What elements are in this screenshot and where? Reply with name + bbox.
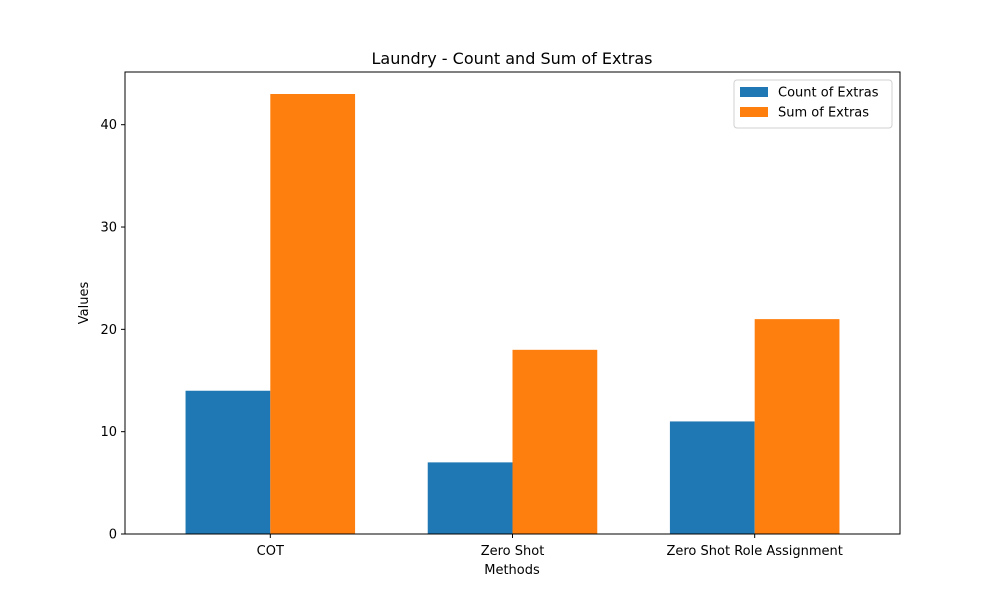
bar-sum-of-extras-0 xyxy=(270,94,356,534)
bar-sum-of-extras-2 xyxy=(754,319,840,534)
legend: Count of Extras Sum of Extras xyxy=(733,79,893,129)
chart-title: Laundry - Count and Sum of Extras xyxy=(372,49,653,68)
x-axis: COT Zero Shot Zero Shot Role Assignment xyxy=(257,534,843,559)
x-tick-label: COT xyxy=(257,544,284,559)
y-tick-label: 0 xyxy=(109,528,117,543)
legend-label: Sum of Extras xyxy=(778,106,869,121)
x-tick-label: Zero Shot Role Assignment xyxy=(666,544,842,559)
legend-box xyxy=(733,79,893,129)
legend-swatch xyxy=(740,107,768,117)
y-tick-label: 20 xyxy=(100,323,117,338)
legend-swatch xyxy=(740,87,768,97)
plot-area xyxy=(124,71,901,535)
y-tick-label: 40 xyxy=(100,118,117,133)
bar-count-of-extras-0 xyxy=(185,390,271,534)
x-axis-label: Methods xyxy=(484,563,540,578)
y-tick-label: 10 xyxy=(100,425,117,440)
y-axis: 0 10 20 30 40 xyxy=(100,118,125,543)
bar-count-of-extras-1 xyxy=(427,462,513,534)
y-tick-label: 30 xyxy=(100,221,117,236)
bar-count-of-extras-2 xyxy=(669,421,755,534)
x-tick-label: Zero Shot xyxy=(481,544,545,559)
y-axis-label: Values xyxy=(77,282,92,325)
legend-label: Count of Extras xyxy=(778,86,879,101)
bar-sum-of-extras-1 xyxy=(512,349,598,534)
